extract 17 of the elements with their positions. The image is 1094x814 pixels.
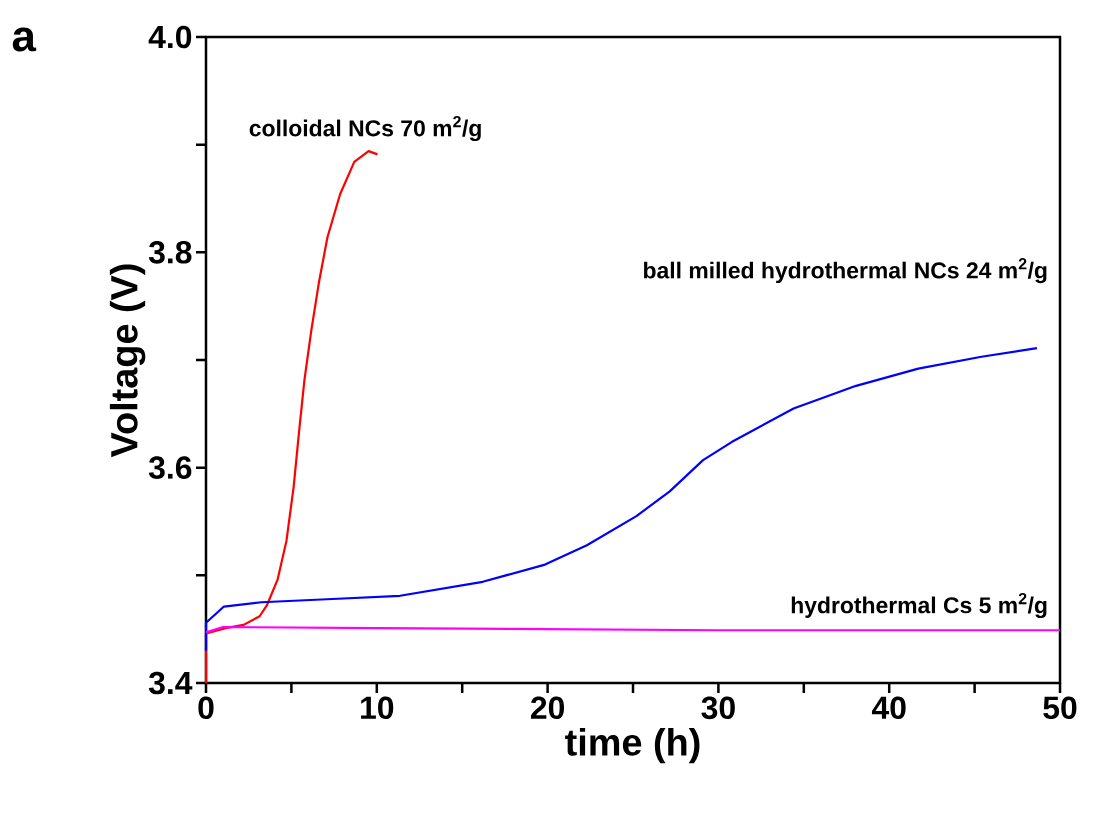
- y-axis-title: Voltage (V): [109, 264, 146, 458]
- line-series: [204, 150, 379, 685]
- x-tick-label: 10: [361, 696, 394, 720]
- x-tick-label: 50: [1043, 696, 1077, 720]
- x-tick-label: 0: [198, 696, 214, 720]
- y-tick-label: 4.0: [148, 25, 192, 49]
- text: a: [12, 27, 37, 52]
- text: ball milled hydrothermal NCs 24 m$^{2}$/g: [644, 258, 1047, 284]
- x-axis-title: time (h): [565, 727, 700, 764]
- x-tick-label: 30: [701, 696, 735, 720]
- series-label: colloidal NCs 70 m$^{2}$/g: [249, 115, 481, 142]
- y-tick-label: 3.8: [148, 241, 192, 264]
- series-label: hydrothermal Cs 5 m$^{2}$/g: [791, 592, 1047, 619]
- y-tick-label: 3.4: [148, 671, 193, 695]
- x-tick-label: 20: [530, 696, 565, 720]
- y-tick-label: 3.6: [148, 456, 192, 479]
- x-tick-label: 40: [871, 696, 906, 720]
